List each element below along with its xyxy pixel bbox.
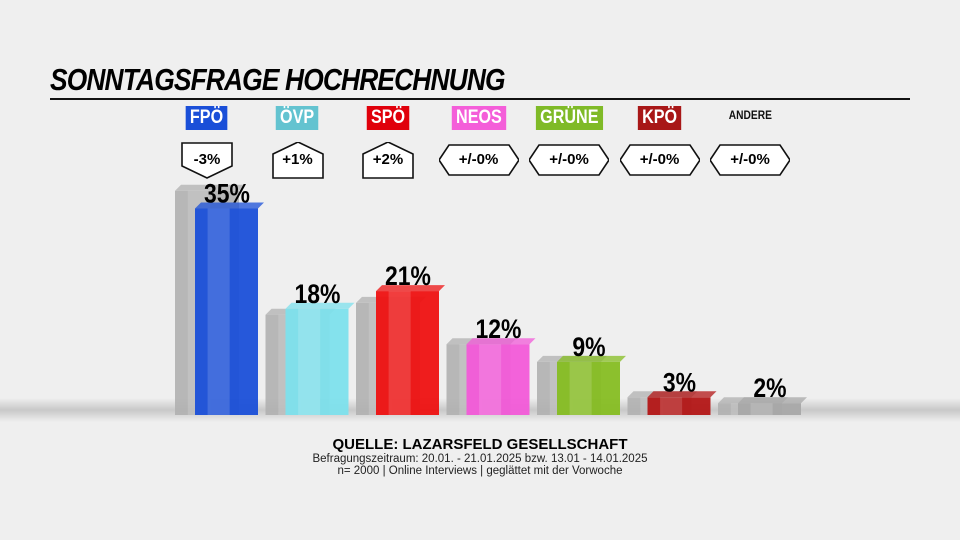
party-name: ANDERE	[728, 108, 772, 122]
bar-current	[466, 338, 536, 415]
change-shape-icon	[710, 144, 790, 176]
change-badge: +/-0%	[619, 142, 700, 178]
party-label: KPÖ	[620, 106, 700, 130]
party-label: GRÜNE	[529, 106, 609, 130]
value-label: 9%	[572, 332, 605, 362]
party-name: KPÖ	[637, 106, 682, 130]
bar-current	[738, 397, 807, 415]
title-rule	[50, 98, 910, 100]
change-shape-icon	[529, 144, 609, 176]
source-title: QUELLE: LAZARSFELD GESELLSCHAFT	[332, 436, 628, 453]
party-name: NEOS	[451, 106, 506, 130]
value-label: 18%	[295, 279, 341, 309]
change-badge: +1%	[258, 142, 338, 179]
party-name: GRÜNE	[535, 106, 603, 130]
source-period: Befragungszeitraum: 20.01. - 21.01.2025 …	[312, 453, 648, 465]
bar-current	[376, 285, 445, 415]
change-value: -3%	[193, 151, 221, 168]
bar-current	[647, 391, 717, 415]
source: QUELLE: LAZARSFELD GESELLSCHAFT Befragun…	[0, 436, 960, 477]
party-label: SPÖ	[348, 106, 428, 130]
value-label: 21%	[385, 261, 431, 291]
change-shape-icon	[181, 142, 233, 179]
change-badge: +2%	[348, 142, 428, 179]
value-label: 35%	[204, 179, 250, 209]
change-value: +/-0%	[458, 151, 499, 168]
party-name: FPÖ	[186, 106, 228, 130]
change-shape-icon	[271, 142, 324, 179]
change-value: +1%	[282, 151, 313, 168]
party-label: ÖVP	[258, 106, 338, 130]
party-label: ANDERE	[710, 106, 790, 124]
value-label: 2%	[753, 373, 786, 403]
bar-current	[195, 202, 264, 415]
value-label: 12%	[476, 314, 522, 344]
change-shape-icon	[362, 142, 414, 179]
party-name: ÖVP	[276, 106, 319, 130]
change-value: +/-0%	[549, 151, 589, 168]
party-label: FPÖ	[167, 106, 247, 130]
source-sample: n= 2000 | Online Interviews | geglättet …	[337, 465, 623, 477]
bar-current	[557, 355, 626, 415]
value-label: 3%	[663, 368, 696, 398]
change-value: +2%	[372, 151, 404, 168]
change-badge: +/-0%	[710, 142, 790, 178]
change-shape-icon	[438, 144, 519, 176]
change-badge: +/-0%	[438, 142, 519, 178]
change-value: +/-0%	[730, 151, 770, 168]
change-value: +/-0%	[639, 151, 680, 168]
change-badge: +/-0%	[529, 142, 609, 178]
change-shape-icon	[619, 144, 700, 176]
chart-title: SONNTAGSFRAGE HOCHRECHNUNG	[50, 62, 506, 97]
bar-current	[285, 302, 355, 415]
party-name: SPÖ	[366, 106, 410, 130]
party-label: NEOS	[439, 106, 519, 130]
change-badge: -3%	[167, 142, 247, 179]
